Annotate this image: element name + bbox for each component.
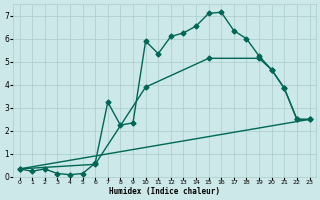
X-axis label: Humidex (Indice chaleur): Humidex (Indice chaleur) <box>109 187 220 196</box>
